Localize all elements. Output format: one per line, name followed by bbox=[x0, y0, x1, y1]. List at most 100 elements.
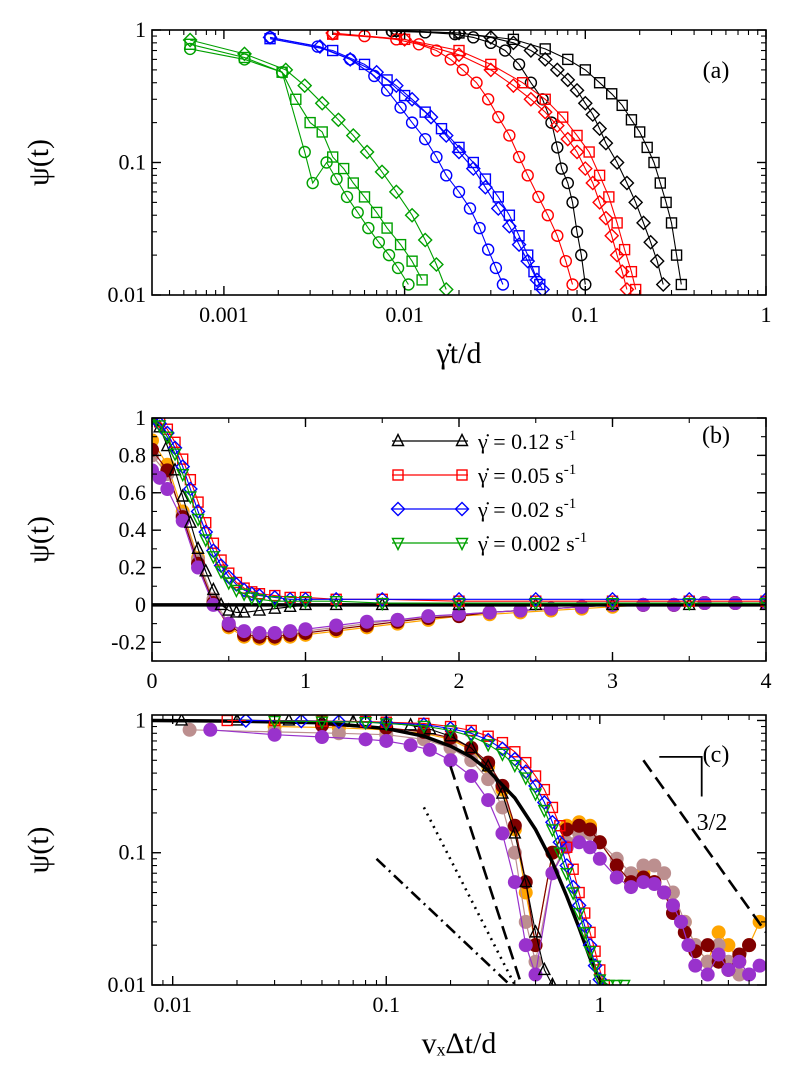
data-point bbox=[174, 715, 189, 726]
data-point bbox=[700, 954, 715, 969]
data-point bbox=[598, 210, 614, 226]
data-point bbox=[593, 77, 606, 89]
legend-label: γ̇ = 0.02 s-1 bbox=[477, 496, 576, 522]
data-point bbox=[314, 95, 330, 111]
data-point bbox=[665, 898, 680, 913]
data-point bbox=[438, 282, 454, 295]
data-point bbox=[649, 253, 665, 269]
data-point bbox=[519, 772, 533, 786]
data-point bbox=[191, 560, 206, 575]
data-point bbox=[183, 491, 198, 505]
series-line bbox=[189, 39, 447, 290]
data-point bbox=[636, 215, 652, 231]
data-point bbox=[560, 72, 576, 88]
plot-area bbox=[182, 30, 688, 295]
series-0-02-s-1-circles bbox=[263, 31, 510, 291]
series-dashed-guide bbox=[449, 765, 523, 985]
x-tick-label: 1 bbox=[761, 302, 772, 327]
data-point bbox=[452, 597, 466, 612]
data-point bbox=[183, 514, 198, 528]
data-point bbox=[575, 248, 588, 262]
data-point bbox=[660, 196, 672, 209]
data-point bbox=[508, 759, 522, 774]
legend-entry-1: γ̇ = 0.05 s-1 bbox=[392, 462, 576, 488]
series-experiment-4 bbox=[152, 463, 766, 640]
data-point bbox=[264, 32, 276, 45]
data-point bbox=[359, 144, 375, 160]
y-tick-label: 1 bbox=[135, 17, 146, 42]
data-point bbox=[238, 715, 254, 728]
data-point bbox=[604, 228, 620, 244]
data-point bbox=[711, 925, 726, 940]
data-point bbox=[329, 618, 344, 633]
data-point bbox=[206, 551, 221, 565]
data-point bbox=[496, 736, 509, 749]
x-tick-label: 0.001 bbox=[199, 302, 249, 327]
data-point bbox=[759, 597, 766, 612]
data-point bbox=[482, 730, 494, 742]
data-point bbox=[566, 278, 579, 291]
data-point bbox=[267, 625, 282, 640]
legend-marker bbox=[455, 432, 469, 447]
data-point bbox=[583, 146, 595, 158]
data-point bbox=[518, 938, 533, 953]
data-point bbox=[221, 569, 237, 585]
data-point bbox=[559, 254, 573, 268]
x-tick-label: 1 bbox=[300, 668, 311, 693]
series-dash-dot-guide bbox=[375, 857, 511, 985]
data-point bbox=[523, 43, 539, 59]
legend-entry-0: γ̇ = 0.12 s-1 bbox=[391, 428, 576, 454]
series-line bbox=[274, 720, 625, 985]
data-point bbox=[448, 30, 462, 41]
data-point bbox=[636, 875, 651, 890]
x-tick-label: 4 bbox=[761, 668, 772, 693]
data-point bbox=[390, 612, 405, 627]
legend-marker bbox=[456, 469, 468, 481]
data-point bbox=[358, 732, 373, 747]
data-point bbox=[200, 516, 212, 529]
series-0-002-s-1-squares bbox=[184, 38, 428, 286]
data-point bbox=[585, 107, 601, 123]
data-point bbox=[252, 625, 267, 640]
data-point bbox=[519, 874, 533, 888]
data-point bbox=[539, 43, 551, 55]
data-point bbox=[267, 727, 282, 742]
data-point bbox=[428, 256, 444, 272]
data-point bbox=[674, 914, 689, 929]
data-point bbox=[283, 598, 297, 612]
data-point bbox=[421, 609, 436, 624]
data-point bbox=[574, 599, 589, 614]
data-point bbox=[528, 778, 544, 794]
legend-marker bbox=[391, 432, 405, 447]
x-tick-label: 0.01 bbox=[153, 992, 192, 1017]
data-point bbox=[508, 825, 522, 839]
data-point bbox=[624, 880, 639, 895]
data-point bbox=[511, 237, 527, 253]
y-axis-label: ψ(t) bbox=[22, 826, 55, 873]
data-point bbox=[416, 274, 428, 286]
data-point bbox=[523, 91, 539, 107]
data-point bbox=[578, 927, 592, 941]
data-point bbox=[616, 99, 628, 112]
data-point bbox=[549, 62, 565, 78]
data-point bbox=[453, 141, 465, 154]
series-line bbox=[269, 36, 544, 290]
series-0-12-s-1-diamonds bbox=[388, 30, 671, 292]
data-point bbox=[184, 38, 196, 50]
data-point bbox=[237, 624, 252, 639]
data-point bbox=[337, 162, 350, 175]
y-tick-label: 1 bbox=[135, 405, 146, 430]
data-point bbox=[152, 418, 157, 427]
y-tick-label: 0.1 bbox=[119, 150, 147, 175]
data-point bbox=[732, 954, 747, 969]
data-point bbox=[647, 858, 662, 873]
x-tick-label: 0.01 bbox=[385, 302, 424, 327]
data-point bbox=[372, 236, 386, 249]
data-point bbox=[495, 748, 510, 762]
data-point bbox=[657, 885, 672, 900]
data-point bbox=[351, 206, 364, 219]
data-point bbox=[593, 169, 606, 182]
data-point bbox=[297, 78, 313, 94]
data-point bbox=[419, 106, 431, 118]
data-point bbox=[268, 600, 282, 614]
